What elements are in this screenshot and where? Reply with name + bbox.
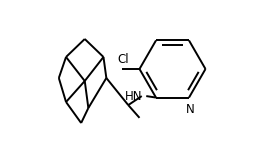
Text: N: N: [186, 103, 195, 116]
Text: HN: HN: [125, 90, 143, 103]
Text: Cl: Cl: [117, 53, 129, 66]
